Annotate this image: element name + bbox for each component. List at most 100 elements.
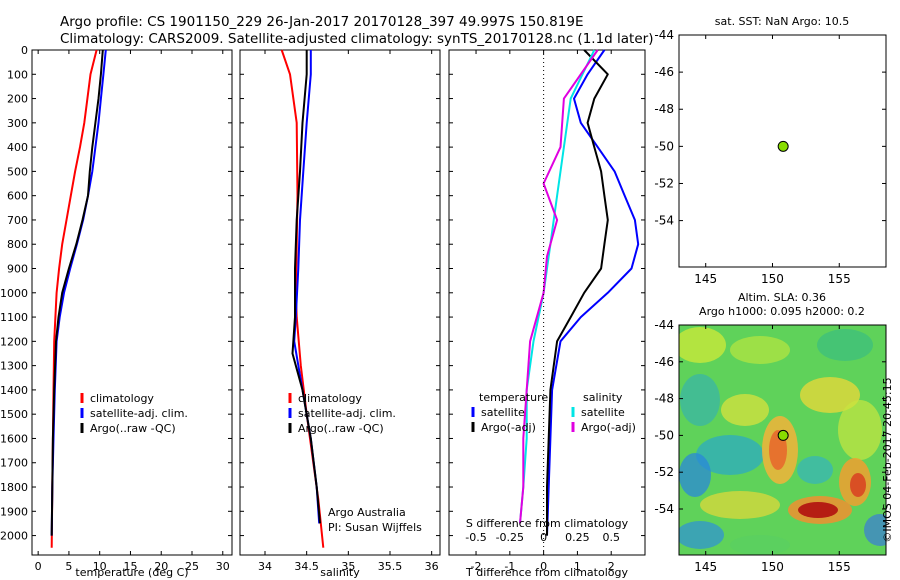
sla_map-ytick-label: -54 xyxy=(654,502,674,516)
sst-map-title: sat. SST: NaN Argo: 10.5 xyxy=(715,15,849,28)
sla_map-ytick-label: -50 xyxy=(654,428,674,442)
difference-legend-heading: salinity xyxy=(583,391,623,404)
temperature-series-line xyxy=(50,49,107,536)
sst_map-ytick-label: -54 xyxy=(654,214,674,228)
depth-tick-label: 1900 xyxy=(0,505,28,518)
attribution-line-1: Argo Australia xyxy=(328,506,406,519)
depth-tick-label: 900 xyxy=(7,263,28,276)
salinity-difference-tick-label: -0.25 xyxy=(496,531,524,544)
depth-tick-label: 1200 xyxy=(0,335,28,348)
temperature-xtick-label: 0 xyxy=(35,560,42,573)
salinity-xtick-label: 36 xyxy=(425,560,439,573)
difference-xtick-label: -1 xyxy=(504,560,515,573)
salinity-difference-tick-label: -0.5 xyxy=(465,531,486,544)
sla_map-ytick-label: -46 xyxy=(654,355,674,369)
difference-series-line xyxy=(519,49,596,524)
difference-legend-label: satellite xyxy=(481,406,525,419)
temperature-series-line xyxy=(50,49,98,548)
temperature-plot-frame xyxy=(31,49,233,556)
sla_map-ytick-label: -52 xyxy=(654,465,674,479)
sla_map-xtick-label: 145 xyxy=(694,560,717,574)
sst_map-ytick-label: -50 xyxy=(654,139,674,153)
salinity-series-line xyxy=(293,50,321,524)
sla_map-ytick-label: -44 xyxy=(654,318,674,332)
sla_map-plot-frame xyxy=(678,324,887,556)
salinity-legend-label: climatology xyxy=(298,392,362,405)
difference-xtick-label: -2 xyxy=(471,560,482,573)
depth-tick-label: 700 xyxy=(7,214,28,227)
sla_map-ytick-label: -48 xyxy=(654,392,674,406)
sst_map-ytick-label: -46 xyxy=(654,65,674,79)
temperature-xtick-label: 25 xyxy=(185,560,199,573)
salinity-xtick-label: 34 xyxy=(258,560,272,573)
depth-tick-label: 2000 xyxy=(0,530,28,543)
sla-map-title: Altim. SLA: 0.36 xyxy=(738,291,826,304)
temperature-xtick-label: 20 xyxy=(154,560,168,573)
depth-tick-label: 500 xyxy=(7,165,28,178)
difference-legend-label: satellite xyxy=(581,406,625,419)
sla_map-float-position-marker xyxy=(777,429,789,441)
temperature-xtick-label: 15 xyxy=(123,560,137,573)
sst_map-float-position-marker xyxy=(777,140,789,152)
sst_map-plot-frame xyxy=(678,34,887,268)
salinity-legend-label: satellite-adj. clim. xyxy=(298,407,396,420)
depth-tick-label: 1600 xyxy=(0,432,28,445)
salinity-difference-axis-label: S difference from climatology xyxy=(466,517,629,530)
salinity-legend-label: Argo(..raw -QC) xyxy=(298,422,384,435)
temperature-axis-label: temperature (deg C) xyxy=(75,566,188,579)
depth-tick-label: 1000 xyxy=(0,287,28,300)
header-line-2: Climatology: CARS2009. Satellite-adjuste… xyxy=(60,31,654,47)
header-line-1: Argo profile: CS 1901150_229 26-Jan-2017… xyxy=(60,14,584,30)
salinity-xtick-label: 35.5 xyxy=(378,560,403,573)
depth-tick-label: 300 xyxy=(7,117,28,130)
depth-tick-label: 1300 xyxy=(0,360,28,373)
sst_map-xtick-label: 145 xyxy=(694,272,717,286)
salinity-difference-tick-label: 0.5 xyxy=(602,531,620,544)
temperature-series-line xyxy=(50,49,104,536)
temperature-xtick-label: 30 xyxy=(216,560,230,573)
attribution-line-2: PI: Susan Wijffels xyxy=(328,521,422,534)
difference-series-line xyxy=(546,49,640,536)
depth-tick-label: 200 xyxy=(7,93,28,106)
salinity-series-line xyxy=(291,50,321,524)
sst_map-xtick-label: 155 xyxy=(828,272,851,286)
depth-tick-label: 600 xyxy=(7,190,28,203)
temperature-difference-axis-label: T difference from climatology xyxy=(465,566,628,579)
depth-tick-label: 1100 xyxy=(0,311,28,324)
depth-tick-label: 400 xyxy=(7,141,28,154)
depth-tick-label: 0 xyxy=(21,44,28,57)
salinity-axis-label: salinity xyxy=(320,566,360,579)
difference-legend-label: Argo(-adj) xyxy=(581,421,636,434)
temperature-xtick-label: 5 xyxy=(65,560,72,573)
sla-map-subtitle: Argo h1000: 0.095 h2000: 0.2 xyxy=(699,305,865,318)
temperature-xtick-label: 10 xyxy=(93,560,107,573)
sst_map-ytick-label: -52 xyxy=(654,176,674,190)
depth-tick-label: 1800 xyxy=(0,481,28,494)
difference-xtick-label: 1 xyxy=(574,560,581,573)
difference-plot-frame xyxy=(448,49,646,556)
difference-xtick-label: 0 xyxy=(540,560,547,573)
temperature-legend-label: satellite-adj. clim. xyxy=(90,407,188,420)
difference-xtick-label: 2 xyxy=(608,560,615,573)
depth-tick-label: 1400 xyxy=(0,384,28,397)
temperature-legend-label: climatology xyxy=(90,392,154,405)
difference-series-line xyxy=(519,49,599,524)
salinity-difference-tick-label: 0 xyxy=(540,531,547,544)
watermark: ©IMOS 04-Feb-2017 20:45:15 xyxy=(881,377,894,542)
salinity-difference-tick-label: 0.25 xyxy=(565,531,590,544)
sst_map-xtick-label: 150 xyxy=(761,272,784,286)
sst_map-ytick-label: -48 xyxy=(654,102,674,116)
depth-tick-label: 800 xyxy=(7,238,28,251)
salinity-xtick-label: 35 xyxy=(341,560,355,573)
sst_map-ytick-label: -44 xyxy=(654,28,674,42)
salinity-plot-frame xyxy=(239,49,441,556)
sla_map-xtick-label: 155 xyxy=(828,560,851,574)
sla_map-xtick-label: 150 xyxy=(761,560,784,574)
sla-heatmap-field xyxy=(679,325,886,555)
difference-legend-heading: temperature xyxy=(479,391,548,404)
difference-legend-label: Argo(-adj) xyxy=(481,421,536,434)
depth-tick-label: 1500 xyxy=(0,408,28,421)
depth-tick-label: 1700 xyxy=(0,457,28,470)
temperature-legend-label: Argo(..raw -QC) xyxy=(90,422,176,435)
